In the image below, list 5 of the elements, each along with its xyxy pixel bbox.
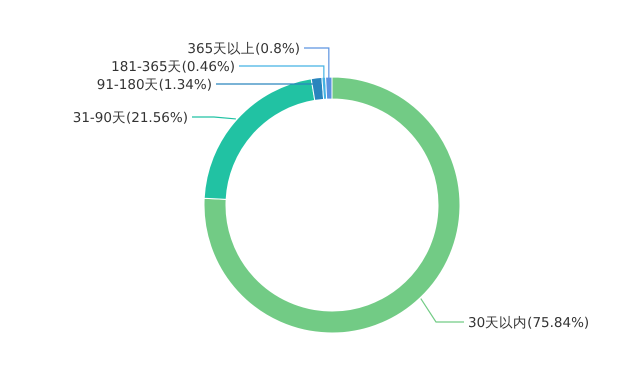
slice-label: 181-365天(0.46%): [111, 59, 235, 75]
slice-label: 91-180天(1.34%): [96, 77, 212, 93]
slice-label: 31-90天(21.56%): [72, 110, 188, 126]
slice-label: 365天以上(0.8%): [187, 41, 300, 57]
slice-label: 30天以内(75.84%): [468, 315, 590, 331]
